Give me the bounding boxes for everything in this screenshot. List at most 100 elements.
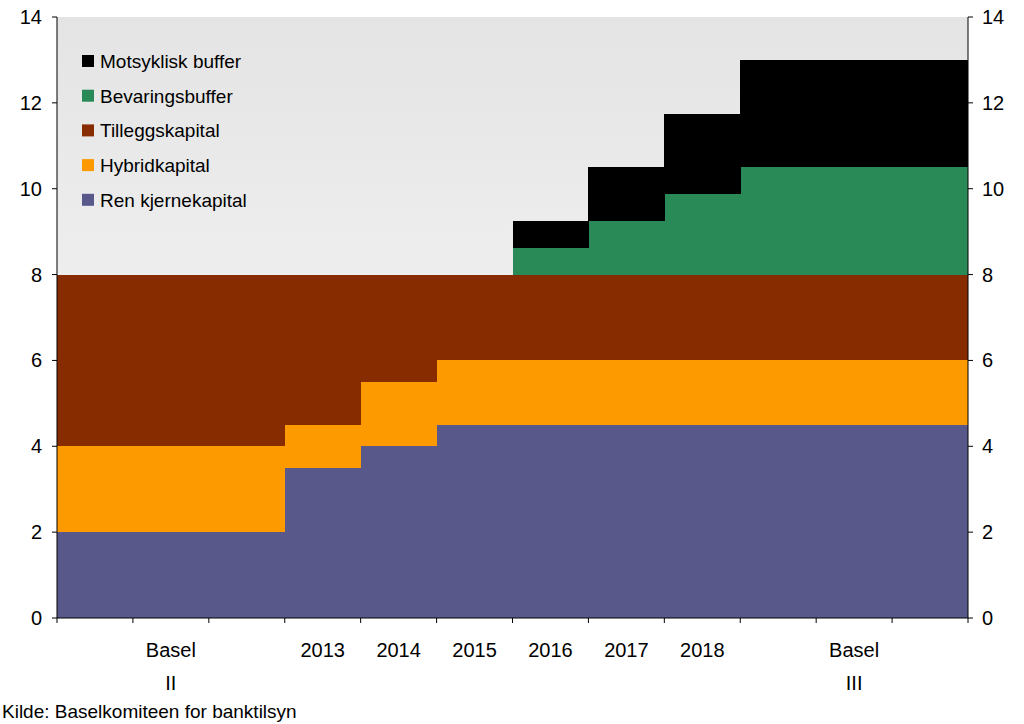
y2-tick-label: 4 [982, 435, 993, 457]
bar-segment [285, 274, 362, 275]
x-tick-label-line: 2017 [604, 639, 649, 661]
bar-segment [437, 274, 514, 275]
x-tick-label: 2015 [452, 639, 497, 661]
bar-segment [133, 274, 210, 275]
bar-segment [133, 446, 210, 532]
bar-segment [57, 446, 134, 532]
marks [57, 60, 968, 618]
bar-segment [285, 274, 362, 275]
bar-segment [437, 274, 514, 275]
bar-segment [588, 167, 665, 221]
x-tick-label-line: 2015 [452, 639, 497, 661]
bar-segment [361, 382, 438, 446]
y2-tick-label: 0 [982, 607, 993, 629]
bar-segment [437, 275, 514, 361]
source: Kilde: Baselkomiteen for banktilsyn [2, 701, 297, 722]
x-tick [284, 618, 285, 623]
x-tick-label-line: 2013 [300, 639, 345, 661]
y-tick-label: 12 [20, 92, 42, 114]
bar-segment [892, 275, 968, 361]
bar-segment [285, 275, 362, 425]
bar-segment [588, 425, 665, 618]
legend-swatch [82, 124, 94, 136]
y2-tick [968, 446, 973, 447]
x-tick [208, 618, 209, 623]
bar-segment [513, 221, 590, 248]
bar-segment [133, 274, 210, 275]
x-tick-label: 2014 [376, 639, 421, 661]
bar-segment [57, 274, 134, 275]
y2-tick-label: 8 [982, 264, 993, 286]
x-tick [588, 618, 589, 623]
y2-tick-label: 10 [982, 178, 1004, 200]
x-tick [360, 618, 361, 623]
y-tick-label: 6 [31, 349, 42, 371]
bar-segment [513, 248, 590, 275]
bar-segment [437, 360, 514, 424]
x-tick [892, 618, 893, 623]
chart-svg: 0022446688101012121414BaselII20132014201… [0, 0, 1024, 724]
bar-segment [664, 275, 741, 361]
y2-tick-label: 2 [982, 521, 993, 543]
bar-segment [740, 275, 817, 361]
bar-segment [361, 446, 438, 618]
bar-segment [57, 275, 134, 447]
bar-segment [664, 425, 741, 618]
series-group [513, 60, 969, 248]
x-tick-label: Basel II [146, 639, 196, 694]
legend: Motsyklisk bufferBevaringsbufferTilleggs… [82, 51, 247, 211]
y-tick [52, 618, 57, 619]
chart-container: 0022446688101012121414BaselII20132014201… [0, 0, 1024, 724]
y2-tick-label: 6 [982, 349, 993, 371]
bar-segment [664, 114, 741, 194]
bar-segment [740, 425, 817, 618]
bar-segment [361, 275, 438, 382]
bar-segment [892, 60, 968, 167]
x-tick-label-line: II [165, 672, 176, 694]
y-tick-label: 2 [31, 521, 42, 543]
x-tick-label-line: Basel [829, 639, 879, 661]
bar-segment [513, 425, 590, 618]
bar-segment [892, 167, 968, 274]
bar-segment [740, 167, 817, 274]
y2-tick [968, 274, 973, 275]
legend-label: Hybridkapital [100, 155, 210, 176]
bar-segment [209, 274, 286, 275]
x-tick-label: BaselIII [829, 639, 879, 694]
plot-background [57, 17, 968, 618]
bar-segment [209, 446, 286, 532]
bar-segment [588, 360, 665, 424]
x-tick-label-line: 2018 [680, 639, 725, 661]
x-tick [512, 618, 513, 623]
bar-segment [285, 468, 362, 618]
x-tick-label-line: 2016 [528, 639, 573, 661]
y-axis-line [57, 17, 58, 618]
bar-segment [664, 194, 741, 274]
y-tick [52, 360, 57, 361]
bar-segment [588, 221, 665, 275]
bar-segment [209, 275, 286, 447]
y2-tick [968, 188, 973, 189]
y-tick-label: 8 [31, 264, 42, 286]
bar-segment [816, 425, 893, 618]
bar-segment [816, 60, 893, 167]
bar-segment [740, 360, 817, 424]
bar-segment [361, 274, 438, 275]
series-group [57, 425, 968, 618]
y-tick-label: 10 [20, 178, 42, 200]
legend-swatch [82, 159, 94, 171]
x-tick-label: 2018 [680, 639, 725, 661]
x-tick-label: 2016 [528, 639, 573, 661]
bar-segment [285, 425, 362, 468]
bar-segment [57, 274, 134, 275]
legend-label: Ren kjernekapital [100, 190, 247, 211]
y2-tick [968, 102, 973, 103]
x-tick-label-line: Basel [146, 639, 196, 661]
x-tick-label-line: 2014 [376, 639, 421, 661]
y-tick [52, 17, 57, 18]
y2-tick [968, 360, 973, 361]
bar-segment [816, 360, 893, 424]
y2-tick [968, 17, 973, 18]
bar-segment [664, 360, 741, 424]
bar-segment [361, 274, 438, 275]
